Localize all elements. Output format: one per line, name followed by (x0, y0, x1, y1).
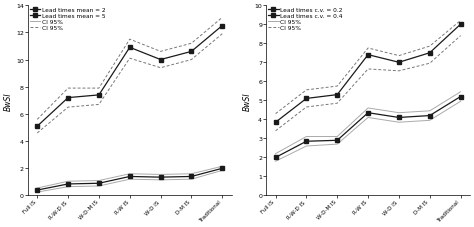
Y-axis label: BwSI: BwSI (243, 92, 252, 110)
Y-axis label: BwSI: BwSI (4, 92, 13, 110)
Legend: Lead times mean = 2, Lead times mean = 5, CI 95%, CI 95%: Lead times mean = 2, Lead times mean = 5… (29, 7, 106, 31)
Legend: Lead times c.v. = 0.2, Lead times c.v. = 0.4, CI 95%, CI 95%: Lead times c.v. = 0.2, Lead times c.v. =… (267, 7, 343, 31)
